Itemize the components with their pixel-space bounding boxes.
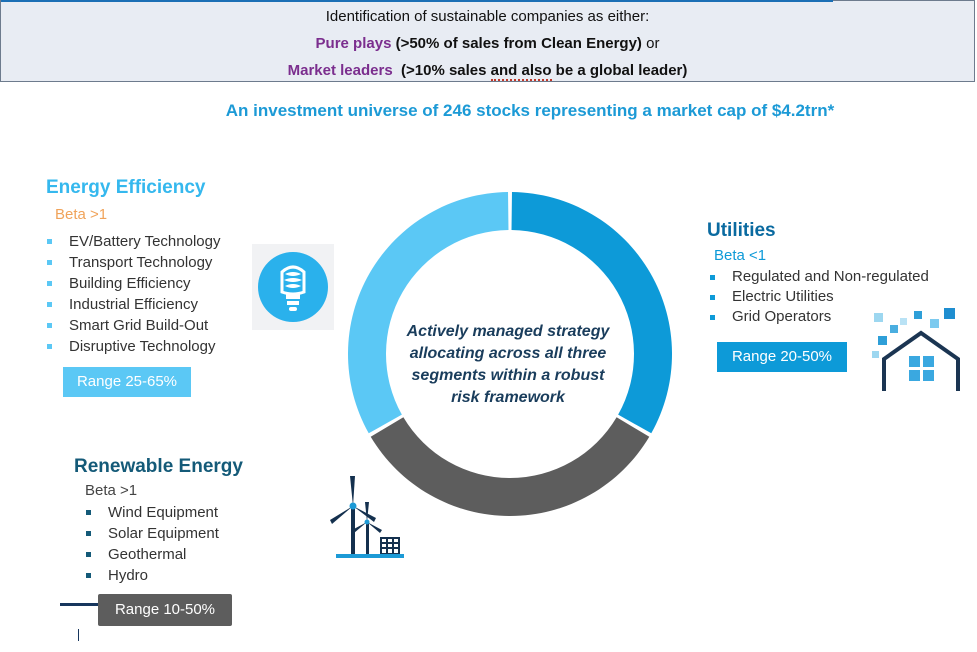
renewable-energy-range: Range 10-50% bbox=[98, 594, 232, 626]
header-line-2: Pure plays (>50% of sales from Clean Ene… bbox=[1, 35, 974, 52]
donut-segment-renewable-energy bbox=[370, 417, 650, 516]
header-or: or bbox=[641, 35, 660, 52]
list-item: EV/Battery Technology bbox=[45, 231, 220, 252]
center-line-2: allocating across all three bbox=[409, 345, 607, 362]
energy-efficiency-beta: Beta >1 bbox=[55, 206, 108, 223]
market-leaders-label: Market leaders bbox=[287, 62, 393, 79]
list-item: Wind Equipment bbox=[84, 502, 219, 523]
market-leaders-post: be a global leader) bbox=[551, 62, 688, 79]
header-line-1: Identification of sustainable companies … bbox=[325, 8, 650, 25]
renewable-energy-title: Renewable Energy bbox=[74, 456, 243, 477]
donut-segment-utilities bbox=[511, 192, 672, 434]
center-statement: Actively managed strategy allocating acr… bbox=[383, 321, 633, 409]
list-item: Building Efficiency bbox=[45, 273, 220, 294]
energy-efficiency-range: Range 25-65% bbox=[63, 367, 191, 397]
utilities-beta: Beta <1 bbox=[714, 247, 767, 264]
energy-efficiency-title: Energy Efficiency bbox=[46, 177, 206, 198]
market-leaders-mid: and also bbox=[490, 62, 552, 81]
list-item: Hydro bbox=[84, 565, 219, 586]
list-item: Transport Technology bbox=[45, 252, 220, 273]
header-box: Identification of sustainable companies … bbox=[0, 0, 975, 82]
utilities-range: Range 20-50% bbox=[717, 342, 847, 372]
universe-statement: An investment universe of 246 stocks rep… bbox=[225, 101, 835, 120]
center-line-3: segments within a robust bbox=[411, 367, 605, 384]
list-item: Solar Equipment bbox=[84, 523, 219, 544]
utilities-list: Regulated and Non-regulated Electric Uti… bbox=[708, 267, 929, 327]
house-icon bbox=[872, 308, 960, 391]
pure-plays-label: Pure plays bbox=[315, 35, 392, 52]
utilities-title: Utilities bbox=[707, 220, 776, 241]
header-line-3: Market leaders (>10% sales and also be a… bbox=[1, 62, 974, 81]
center-line-1: Actively managed strategy bbox=[406, 323, 610, 340]
list-item: Grid Operators bbox=[708, 307, 929, 327]
lightbulb-icon bbox=[252, 244, 334, 330]
list-item: Geothermal bbox=[84, 544, 219, 565]
range-tick-mark bbox=[78, 629, 79, 641]
market-leaders-pre: (>10% sales bbox=[392, 62, 491, 79]
pure-plays-text: (>50% of sales from Clean Energy) bbox=[391, 35, 642, 52]
list-item: Industrial Efficiency bbox=[45, 294, 220, 315]
list-item: Disruptive Technology bbox=[45, 336, 220, 357]
center-line-4: risk framework bbox=[451, 389, 565, 406]
range-connector-line bbox=[60, 603, 100, 606]
energy-efficiency-list: EV/Battery Technology Transport Technolo… bbox=[45, 231, 220, 357]
header-top-line bbox=[1, 0, 833, 2]
wind-turbine-icon bbox=[330, 476, 404, 558]
renewable-energy-list: Wind Equipment Solar Equipment Geotherma… bbox=[84, 502, 219, 586]
list-item: Regulated and Non-regulated bbox=[708, 267, 929, 287]
donut-segment-energy-efficiency bbox=[348, 192, 509, 434]
segment-donut bbox=[348, 192, 672, 516]
list-item: Smart Grid Build-Out bbox=[45, 315, 220, 336]
list-item: Electric Utilities bbox=[708, 287, 929, 307]
renewable-energy-beta: Beta >1 bbox=[85, 482, 138, 499]
